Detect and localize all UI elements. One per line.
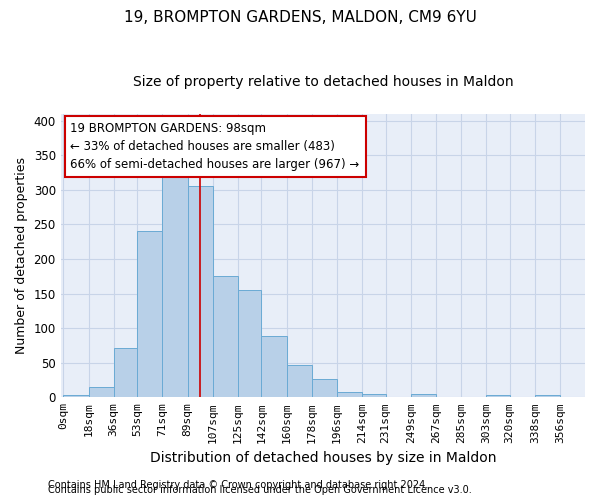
- Bar: [137, 230, 163, 398]
- Bar: [212, 276, 238, 398]
- Bar: [535, 394, 560, 398]
- Bar: [287, 366, 311, 398]
- Bar: [337, 392, 362, 398]
- Bar: [89, 387, 113, 398]
- Text: 19 BROMPTON GARDENS: 98sqm
← 33% of detached houses are smaller (483)
66% of sem: 19 BROMPTON GARDENS: 98sqm ← 33% of deta…: [70, 122, 359, 171]
- Text: Contains HM Land Registry data © Crown copyright and database right 2024.: Contains HM Land Registry data © Crown c…: [48, 480, 428, 490]
- Y-axis label: Number of detached properties: Number of detached properties: [15, 157, 28, 354]
- Bar: [362, 394, 386, 398]
- Bar: [262, 336, 287, 398]
- Bar: [311, 378, 337, 398]
- X-axis label: Distribution of detached houses by size in Maldon: Distribution of detached houses by size …: [149, 451, 496, 465]
- Bar: [188, 186, 212, 398]
- Bar: [410, 394, 436, 398]
- Title: Size of property relative to detached houses in Maldon: Size of property relative to detached ho…: [133, 75, 513, 89]
- Bar: [486, 394, 509, 398]
- Bar: [163, 166, 188, 398]
- Text: 19, BROMPTON GARDENS, MALDON, CM9 6YU: 19, BROMPTON GARDENS, MALDON, CM9 6YU: [124, 10, 476, 25]
- Bar: [238, 290, 262, 398]
- Bar: [64, 394, 89, 398]
- Text: Contains public sector information licensed under the Open Government Licence v3: Contains public sector information licen…: [48, 485, 472, 495]
- Bar: [113, 348, 137, 398]
